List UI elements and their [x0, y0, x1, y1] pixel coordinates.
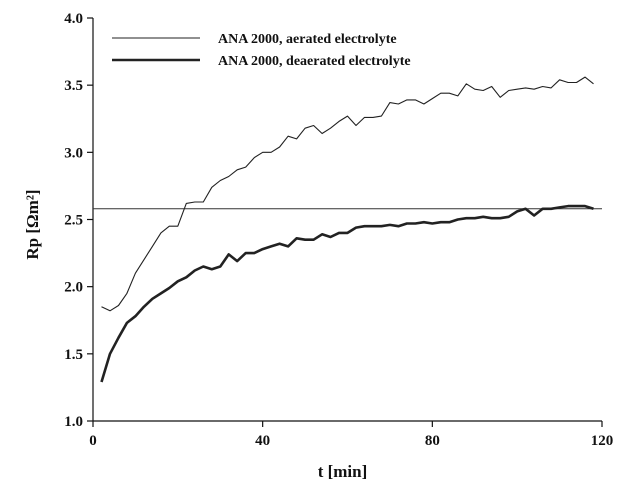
y-tick-label: 1.5 [64, 347, 83, 363]
x-ticks: 0 40 80 120 [89, 421, 613, 449]
series-line-aerated [101, 76, 594, 312]
x-tick-label: 40 [255, 433, 270, 449]
y-tick-label: 3.5 [64, 78, 83, 94]
x-tick-label: 0 [89, 433, 97, 449]
y-tick-label: 4.0 [64, 11, 83, 27]
series-layer [100, 76, 594, 383]
x-tick-label: 80 [425, 433, 440, 449]
legend: ANA 2000, aerated electrolyte ANA 2000, d… [112, 32, 411, 69]
x-axis-label: t [min] [318, 462, 368, 481]
y-ticks: 1.0 1.5 2.0 2.5 3.0 3.5 4.0 [64, 11, 93, 430]
plot-area: 1.0 1.5 2.0 2.5 3.0 3.5 4.0 0 40 80 120 [64, 11, 613, 449]
y-tick-label: 1.0 [64, 414, 83, 430]
legend-label: ANA 2000, deaerated electrolyte [218, 54, 411, 69]
y-tick-label: 2.0 [64, 280, 83, 296]
y-axis-label: Rp [Ωm²] [23, 189, 42, 259]
legend-label: ANA 2000, aerated electrolyte [218, 32, 397, 47]
y-tick-label: 3.0 [64, 145, 83, 161]
series-line-deaerated [100, 204, 594, 383]
x-tick-label: 120 [591, 433, 614, 449]
y-tick-label: 2.5 [64, 213, 83, 229]
